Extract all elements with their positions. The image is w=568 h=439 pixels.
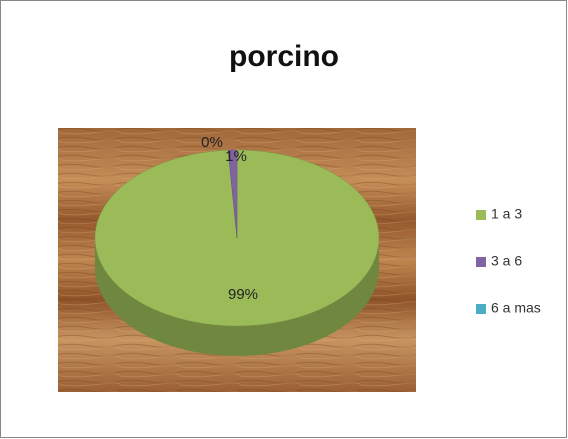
data-label: 99% [228, 286, 258, 303]
data-label: 0% [201, 134, 223, 151]
legend-swatch [476, 210, 486, 220]
legend-label: 6 a mas [491, 300, 541, 316]
legend-label: 3 a 6 [491, 253, 522, 269]
chart-title: porcino [229, 40, 339, 73]
legend-label: 1 a 3 [491, 206, 522, 222]
pie-side [95, 238, 379, 356]
legend-swatch [476, 257, 486, 267]
pie-slice [227, 149, 238, 239]
legend-swatch [476, 304, 486, 314]
data-label: 1% [225, 148, 247, 165]
